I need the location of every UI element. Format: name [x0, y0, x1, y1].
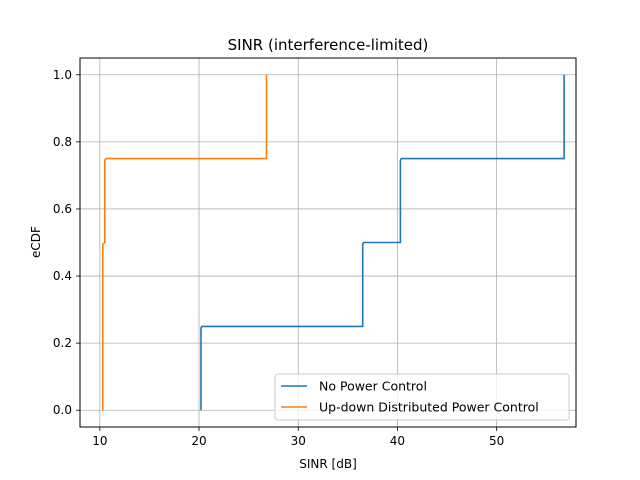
chart-title: SINR (interference-limited) — [228, 36, 429, 54]
y-tick-label: 0.0 — [53, 403, 72, 417]
grid — [80, 58, 576, 427]
y-tick-label: 0.8 — [53, 135, 72, 149]
x-tick-label: 30 — [291, 434, 306, 448]
plot-frame — [79, 57, 577, 428]
series-line-1 — [200, 74, 565, 411]
y-tick-label: 0.6 — [53, 202, 72, 216]
x-tick-label: 40 — [390, 434, 405, 448]
legend: No Power Control Up-down Distributed Powe… — [274, 373, 570, 421]
y-axis-ticks: 0.0 0.2 0.4 0.6 0.8 1.0 — [53, 68, 80, 417]
legend-box — [274, 373, 570, 421]
legend-label-1: No Power Control — [319, 379, 427, 394]
y-tick-label: 1.0 — [53, 68, 72, 82]
series-line-2 — [102, 74, 268, 411]
series-lines — [102, 74, 565, 411]
x-tick-label: 50 — [489, 434, 504, 448]
x-axis-label: SINR [dB] — [299, 457, 357, 471]
y-tick-label: 0.2 — [53, 336, 72, 350]
x-axis-ticks: 10 20 30 40 50 — [92, 427, 504, 448]
x-tick-label: 20 — [191, 434, 206, 448]
y-axis-label: eCDF — [29, 226, 43, 258]
legend-label-2: Up-down Distributed Power Control — [319, 400, 539, 415]
y-tick-label: 0.4 — [53, 269, 72, 283]
x-tick-label: 10 — [92, 434, 107, 448]
